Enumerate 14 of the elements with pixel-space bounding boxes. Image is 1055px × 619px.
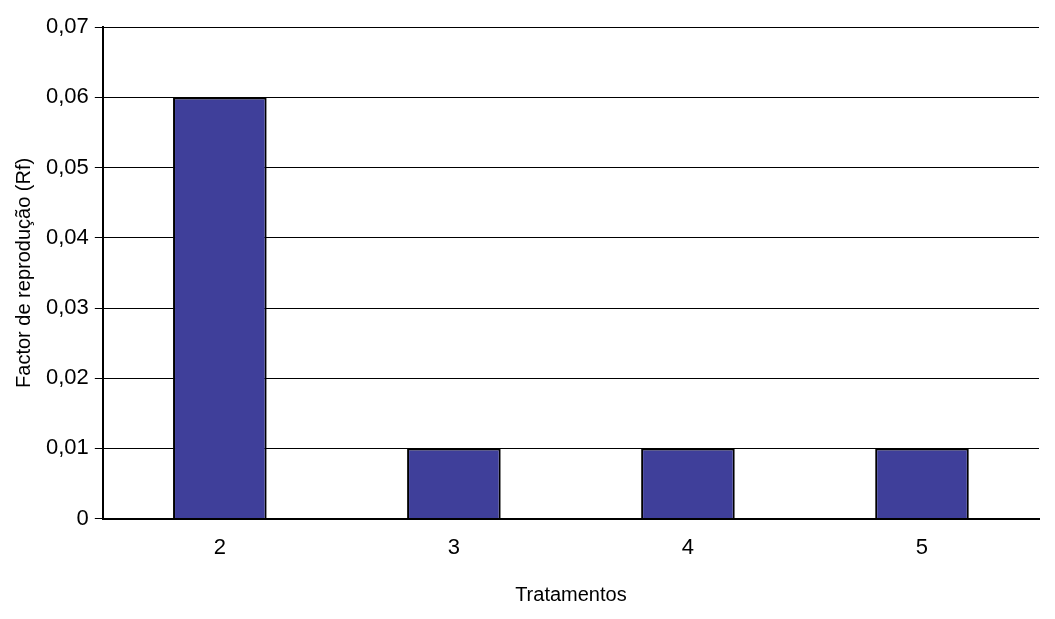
y-tick-label: 0	[76, 504, 89, 530]
y-tick-label: 0,01	[45, 434, 89, 460]
y-tick-label: 0,04	[45, 223, 89, 249]
x-tick-label: 4	[681, 533, 695, 559]
x-axis-title: Tratamentos	[515, 582, 627, 605]
y-axis-title: Factor de reprodução (Rf)	[11, 157, 34, 388]
y-tick-label: 0,06	[45, 83, 89, 109]
y-tick-label: 0,02	[45, 364, 89, 390]
x-tick-label: 2	[213, 533, 226, 559]
y-tick-label: 0,03	[45, 294, 89, 320]
x-tick-label: 3	[447, 533, 461, 559]
y-tick-label: 0,07	[45, 13, 89, 39]
x-tick-label: 5	[915, 533, 929, 559]
y-tick-label: 0,05	[45, 153, 89, 179]
